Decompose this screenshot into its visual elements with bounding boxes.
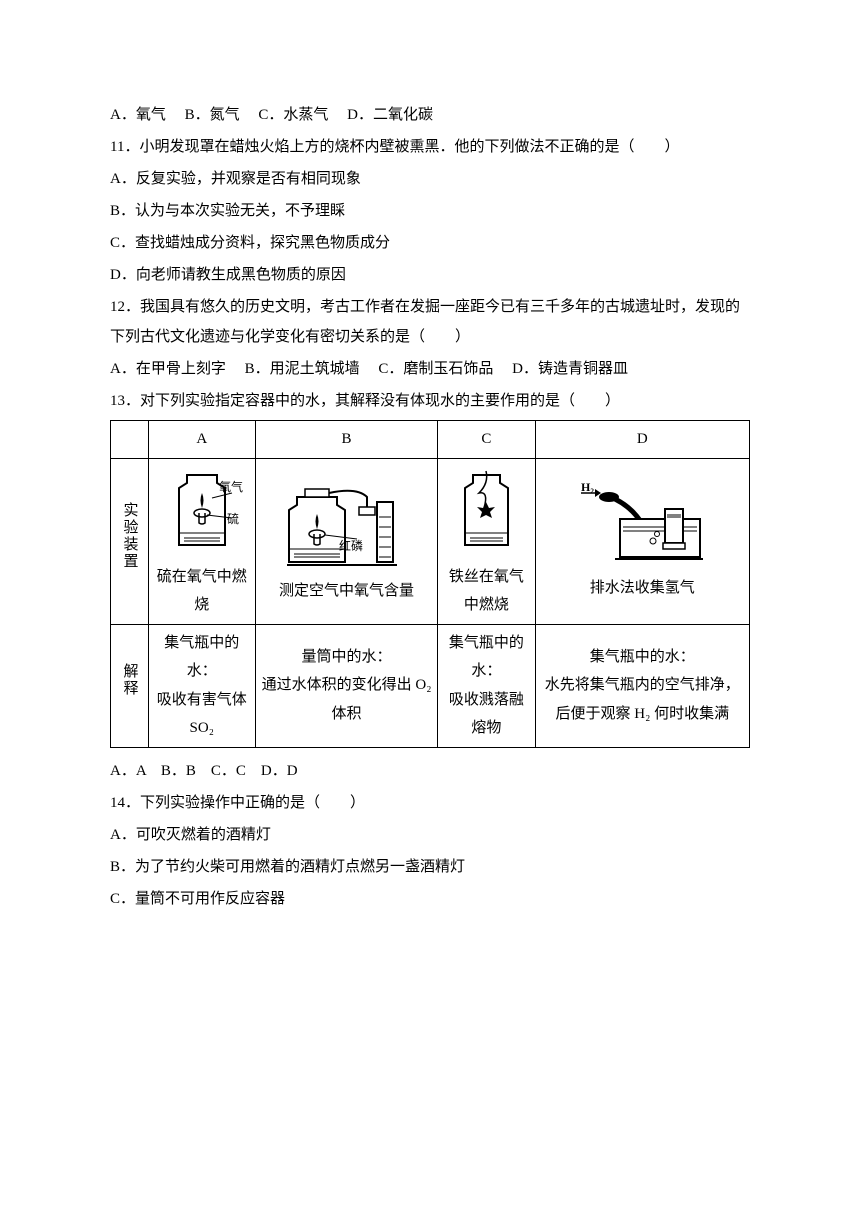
table-corner	[111, 421, 149, 459]
q11-option-d: D．向老师请教生成黑色物质的原因	[110, 260, 750, 290]
iron-wire-icon	[449, 463, 524, 563]
air-measure-icon: 红磷	[267, 477, 427, 577]
q11-option-a: A．反复实验，并观察是否有相同现象	[110, 164, 750, 194]
sulfur-bottle-icon: 氧气 硫	[157, 463, 247, 563]
option-d: D．二氧化碳	[347, 107, 433, 123]
svg-text:氧气: 氧气	[219, 479, 243, 494]
cell-c-diagram: 铁丝在氧气中燃烧	[438, 458, 536, 624]
cell-a-caption: 硫在氧气中燃烧	[153, 563, 251, 620]
svg-text:H₂: H₂	[581, 480, 594, 494]
exp-c: 集气瓶中的水： 吸收溅落融熔物	[438, 624, 536, 747]
cell-d-diagram: H₂ 排水法收集氢气	[535, 458, 749, 624]
question-pre-options: A．氧气 B．氮气 C．水蒸气 D．二氧化碳	[110, 100, 750, 130]
exp-b: 量筒中的水： 通过水体积的变化得出 O₂ 体积	[255, 624, 437, 747]
q12-option-c: C．磨制玉石饰品	[378, 361, 493, 377]
q12-stem: 12．我国具有悠久的历史文明，考古工作者在发掘一座距今已有三千多年的古城遗址时，…	[110, 292, 750, 352]
q11-option-b: B．认为与本次实验无关，不予理睬	[110, 196, 750, 226]
cell-b-caption: 测定空气中氧气含量	[260, 577, 433, 606]
exp-a: 集气瓶中的水： 吸收有害气体 SO₂	[148, 624, 255, 747]
row-header-apparatus: 实验装置	[111, 458, 149, 624]
q14-option-c: C．量筒不可用作反应容器	[110, 884, 750, 914]
q12-options: A．在甲骨上刻字 B．用泥土筑城墙 C．磨制玉石饰品 D．铸造青铜器皿	[110, 354, 750, 384]
cell-c-caption: 铁丝在氧气中燃烧	[442, 563, 531, 620]
option-b: B．氮气	[185, 107, 240, 123]
q11-option-c: C．查找蜡烛成分资料，探究黑色物质成分	[110, 228, 750, 258]
cell-d-caption: 排水法收集氢气	[540, 574, 745, 603]
option-c: C．水蒸气	[258, 107, 328, 123]
q12-option-d: D．铸造青铜器皿	[512, 361, 628, 377]
q12-option-b: B．用泥土筑城墙	[245, 361, 360, 377]
cell-b-diagram: 红磷 测定空气中氧气含量	[255, 458, 437, 624]
col-d: D	[535, 421, 749, 459]
water-collect-icon: H₂	[575, 479, 710, 574]
svg-text:硫: 硫	[227, 511, 239, 526]
q12-option-a: A．在甲骨上刻字	[110, 361, 226, 377]
svg-text:红磷: 红磷	[339, 538, 363, 553]
q14-option-b: B．为了节约火柴可用燃着的酒精灯点燃另一盏酒精灯	[110, 852, 750, 882]
exp-d: 集气瓶中的水： 水先将集气瓶内的空气排净，后便于观察 H₂ 何时收集满	[535, 624, 749, 747]
col-b: B	[255, 421, 437, 459]
cell-a-diagram: 氧气 硫 硫在氧气中燃烧	[148, 458, 255, 624]
q14-stem: 14．下列实验操作中正确的是（ ）	[110, 788, 750, 818]
col-c: C	[438, 421, 536, 459]
q14-option-a: A．可吹灭燃着的酒精灯	[110, 820, 750, 850]
q13-final-options: A．A B．B C．C D．D	[110, 756, 750, 786]
row-header-explain: 解释	[111, 624, 149, 747]
option-a: A．氧气	[110, 107, 166, 123]
q13-stem: 13．对下列实验指定容器中的水，其解释没有体现水的主要作用的是（ ）	[110, 386, 750, 416]
q13-table: A B C D 实验装置 氧气 硫 硫在氧气中燃烧	[110, 420, 750, 748]
q11-stem: 11．小明发现罩在蜡烛火焰上方的烧杯内壁被熏黑．他的下列做法不正确的是（ ）	[110, 132, 750, 162]
col-a: A	[148, 421, 255, 459]
